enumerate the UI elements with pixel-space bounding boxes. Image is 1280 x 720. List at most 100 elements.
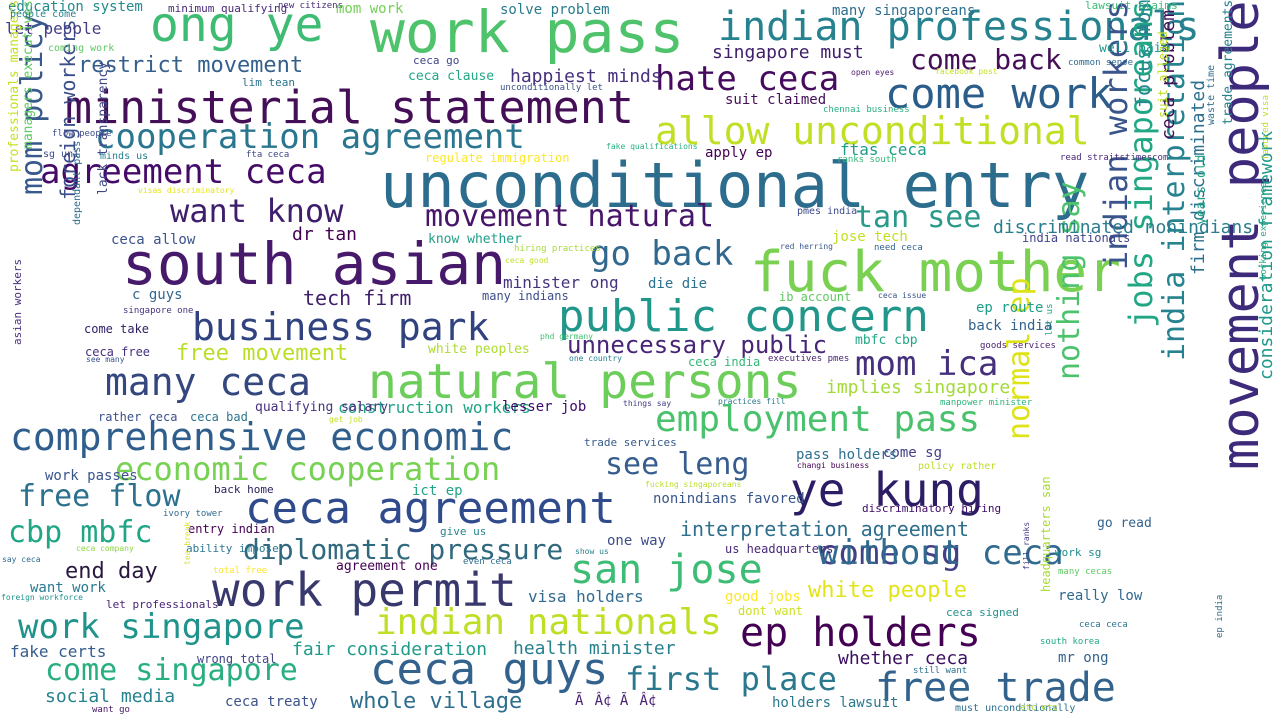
cloud-word: pass holders — [796, 447, 898, 463]
cloud-word: indian nationals — [375, 602, 722, 643]
cloud-word: must unconditionally — [955, 703, 1076, 714]
cloud-word: lack transparency — [96, 61, 111, 195]
cloud-word: san jose — [570, 547, 763, 593]
cloud-word: ceca allow — [111, 232, 196, 248]
cloud-word: agreement one — [336, 559, 438, 574]
cloud-word: go read — [1097, 516, 1152, 531]
cloud-word: construction workers — [338, 398, 531, 417]
cloud-word: ceca free — [85, 345, 151, 359]
cloud-word: ib account — [779, 290, 852, 304]
cloud-word: chennai business — [823, 105, 910, 115]
cloud-word: come sg — [883, 445, 943, 461]
cloud-word: foreign workforce — [1, 593, 83, 602]
cloud-word: come singapore — [45, 653, 298, 688]
cloud-word: open eyes — [851, 68, 895, 77]
cloud-word: ÃÂ¢ ÃÂ¢ — [575, 693, 657, 709]
cloud-word: flow people — [52, 129, 112, 139]
cloud-word: indian professionals — [718, 4, 1200, 50]
cloud-word: fake qualifications — [606, 142, 698, 151]
cloud-word: diplomatic pressure — [243, 533, 564, 566]
cloud-word: mbfc cbp — [855, 333, 918, 348]
cloud-word: entry indian — [188, 522, 275, 536]
cloud-word: red herring — [780, 242, 833, 251]
cloud-word: ceca bad — [190, 410, 248, 424]
cloud-word: without ceca — [818, 533, 1064, 573]
cloud-word: jose tech — [832, 229, 908, 245]
cloud-word: practices fill — [718, 397, 786, 406]
cloud-word: nothing say — [1052, 181, 1087, 380]
cloud-word: unnecessary public — [567, 331, 828, 359]
cloud-word: us headquarters — [725, 542, 834, 556]
cloud-word: fuck mother — [750, 240, 1121, 305]
cloud-word: things say — [623, 399, 672, 408]
cloud-word: trade agreements — [1221, 0, 1236, 126]
cloud-word: ivory tower — [163, 509, 223, 519]
cloud-word: movement natural — [425, 199, 714, 234]
cloud-word: professionals managers — [7, 0, 22, 173]
cloud-word: ceca issue — [878, 291, 927, 300]
cloud-word: know whether — [428, 232, 522, 247]
cloud-word: come take — [84, 322, 150, 336]
cloud-word: ministerial statement — [65, 81, 634, 134]
cloud-word: comprehensive economic — [10, 415, 514, 459]
cloud-word: cbp mbfc — [8, 515, 153, 550]
cloud-word: rather ceca — [98, 410, 178, 424]
cloud-word: ong ye — [150, 0, 324, 53]
cloud-word: coming work — [48, 43, 115, 54]
cloud-word: show us — [575, 547, 609, 556]
cloud-word: ability impose — [186, 542, 279, 555]
cloud-word: ep holders — [740, 610, 981, 656]
cloud-word: allow unconditional — [655, 109, 1090, 153]
cloud-word: ceca good — [505, 256, 549, 265]
cloud-word: tan see — [855, 200, 982, 235]
cloud-word: tea break — [183, 521, 192, 565]
cloud-word: interpretation agreement — [680, 517, 969, 541]
cloud-word: ranks south — [837, 155, 897, 165]
cloud-word: work permit — [212, 563, 517, 617]
cloud-word: ep india — [1215, 594, 1225, 638]
cloud-word: give us — [440, 525, 487, 538]
cloud-word: policy rather — [918, 461, 997, 472]
cloud-word: employment pass — [655, 399, 981, 440]
cloud-word: fucking singaporeans — [645, 480, 742, 489]
cloud-word: implies singapore — [826, 377, 1011, 398]
cloud-word: work pass — [370, 0, 685, 66]
cloud-word: discriminated nonindians — [993, 217, 1254, 238]
cloud-word: common sense — [1068, 58, 1134, 68]
cloud-word: india nationals — [1022, 231, 1131, 245]
cloud-word: ceca signed — [946, 606, 1019, 619]
cloud-word: minister ong — [503, 273, 619, 292]
cloud-word: business park — [192, 305, 490, 349]
cloud-word: ceca company — [76, 544, 134, 553]
cloud-word: south asian — [122, 230, 507, 298]
cloud-word: fake certs — [10, 642, 107, 661]
cloud-word: come sg — [818, 533, 962, 573]
cloud-word: etc etc — [1020, 703, 1058, 713]
cloud-word: ceca ceca — [1079, 620, 1128, 630]
cloud-word: dr tan — [292, 224, 358, 245]
cloud-word: free flow — [18, 479, 181, 514]
cloud-word: first place — [625, 660, 837, 698]
cloud-word: trade services — [584, 436, 677, 449]
cloud-word: one country — [569, 354, 622, 363]
cloud-word: goods services — [980, 341, 1056, 351]
cloud-word: say ceca — [2, 555, 41, 564]
cloud-word: minimum qualifying — [168, 2, 288, 15]
cloud-word: ceca guys — [370, 644, 609, 695]
cloud-word: regulate immigration — [425, 151, 570, 165]
cloud-word: work passes — [45, 468, 138, 484]
cloud-word: free trade — [875, 665, 1116, 711]
cloud-word: free movement — [176, 341, 349, 366]
cloud-word: die die — [648, 276, 708, 292]
cloud-word: still want — [913, 666, 968, 676]
cloud-word: many singaporeans — [832, 3, 976, 19]
cloud-word: working experience — [1259, 182, 1269, 280]
cloud-word: executives pmes — [768, 354, 850, 364]
cloud-word: ceca treaty — [225, 694, 318, 710]
cloud-word: white people — [808, 578, 967, 603]
cloud-word: pmes india — [797, 206, 858, 217]
cloud-word: back india — [968, 318, 1053, 334]
cloud-word: singapore one — [123, 306, 194, 316]
cloud-word: natural persons — [368, 354, 802, 410]
cloud-word: whole village — [350, 689, 523, 714]
